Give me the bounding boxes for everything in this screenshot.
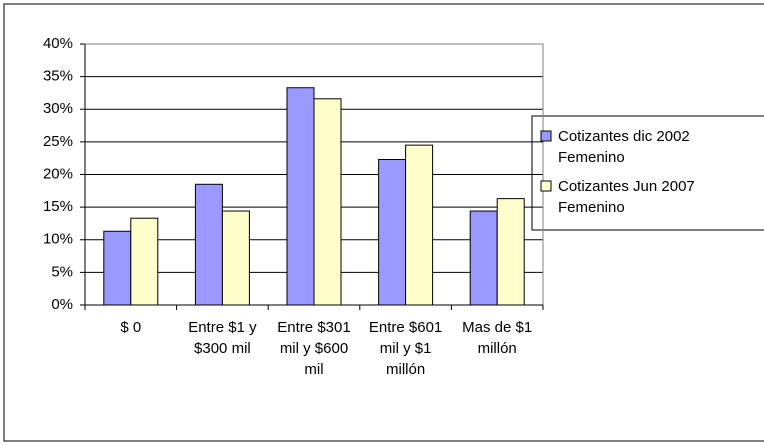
legend-label: Cotizantes Jun 2007 Femenino: [558, 178, 695, 216]
y-tick-label: 40%: [43, 35, 73, 52]
y-tick-label: 20%: [43, 165, 73, 182]
bar: [286, 87, 315, 306]
x-tick-label: Mas de $1 millón: [462, 319, 533, 357]
legend-box: [531, 115, 764, 231]
x-tick-label: $ 0: [120, 319, 142, 336]
x-tick-label: Entre $301 mil y $600 mil: [277, 319, 351, 378]
bar: [405, 144, 434, 306]
y-tick-label: 0%: [51, 296, 73, 313]
legend-swatch: [540, 130, 552, 142]
bar: [378, 158, 407, 306]
y-tick-label: 5%: [51, 263, 73, 280]
x-tick-label: Entre $1 y $300 mil: [188, 319, 257, 357]
y-tick-label: 10%: [43, 231, 73, 248]
legend-label: Cotizantes dic 2002 Femenino: [558, 128, 690, 166]
x-tick-label: Entre $601 mil y $1 millón: [368, 319, 443, 378]
bar: [194, 183, 223, 306]
bar: [469, 210, 498, 306]
bar: [130, 217, 159, 306]
bar: [103, 230, 132, 306]
y-tick-label: 35%: [43, 68, 73, 85]
y-tick-label: 30%: [43, 100, 73, 117]
bar: [313, 98, 342, 306]
bar: [221, 210, 250, 306]
bar: [496, 198, 525, 306]
y-tick-label: 15%: [43, 198, 73, 215]
legend-swatch: [540, 180, 552, 192]
y-tick-label: 25%: [43, 133, 73, 150]
